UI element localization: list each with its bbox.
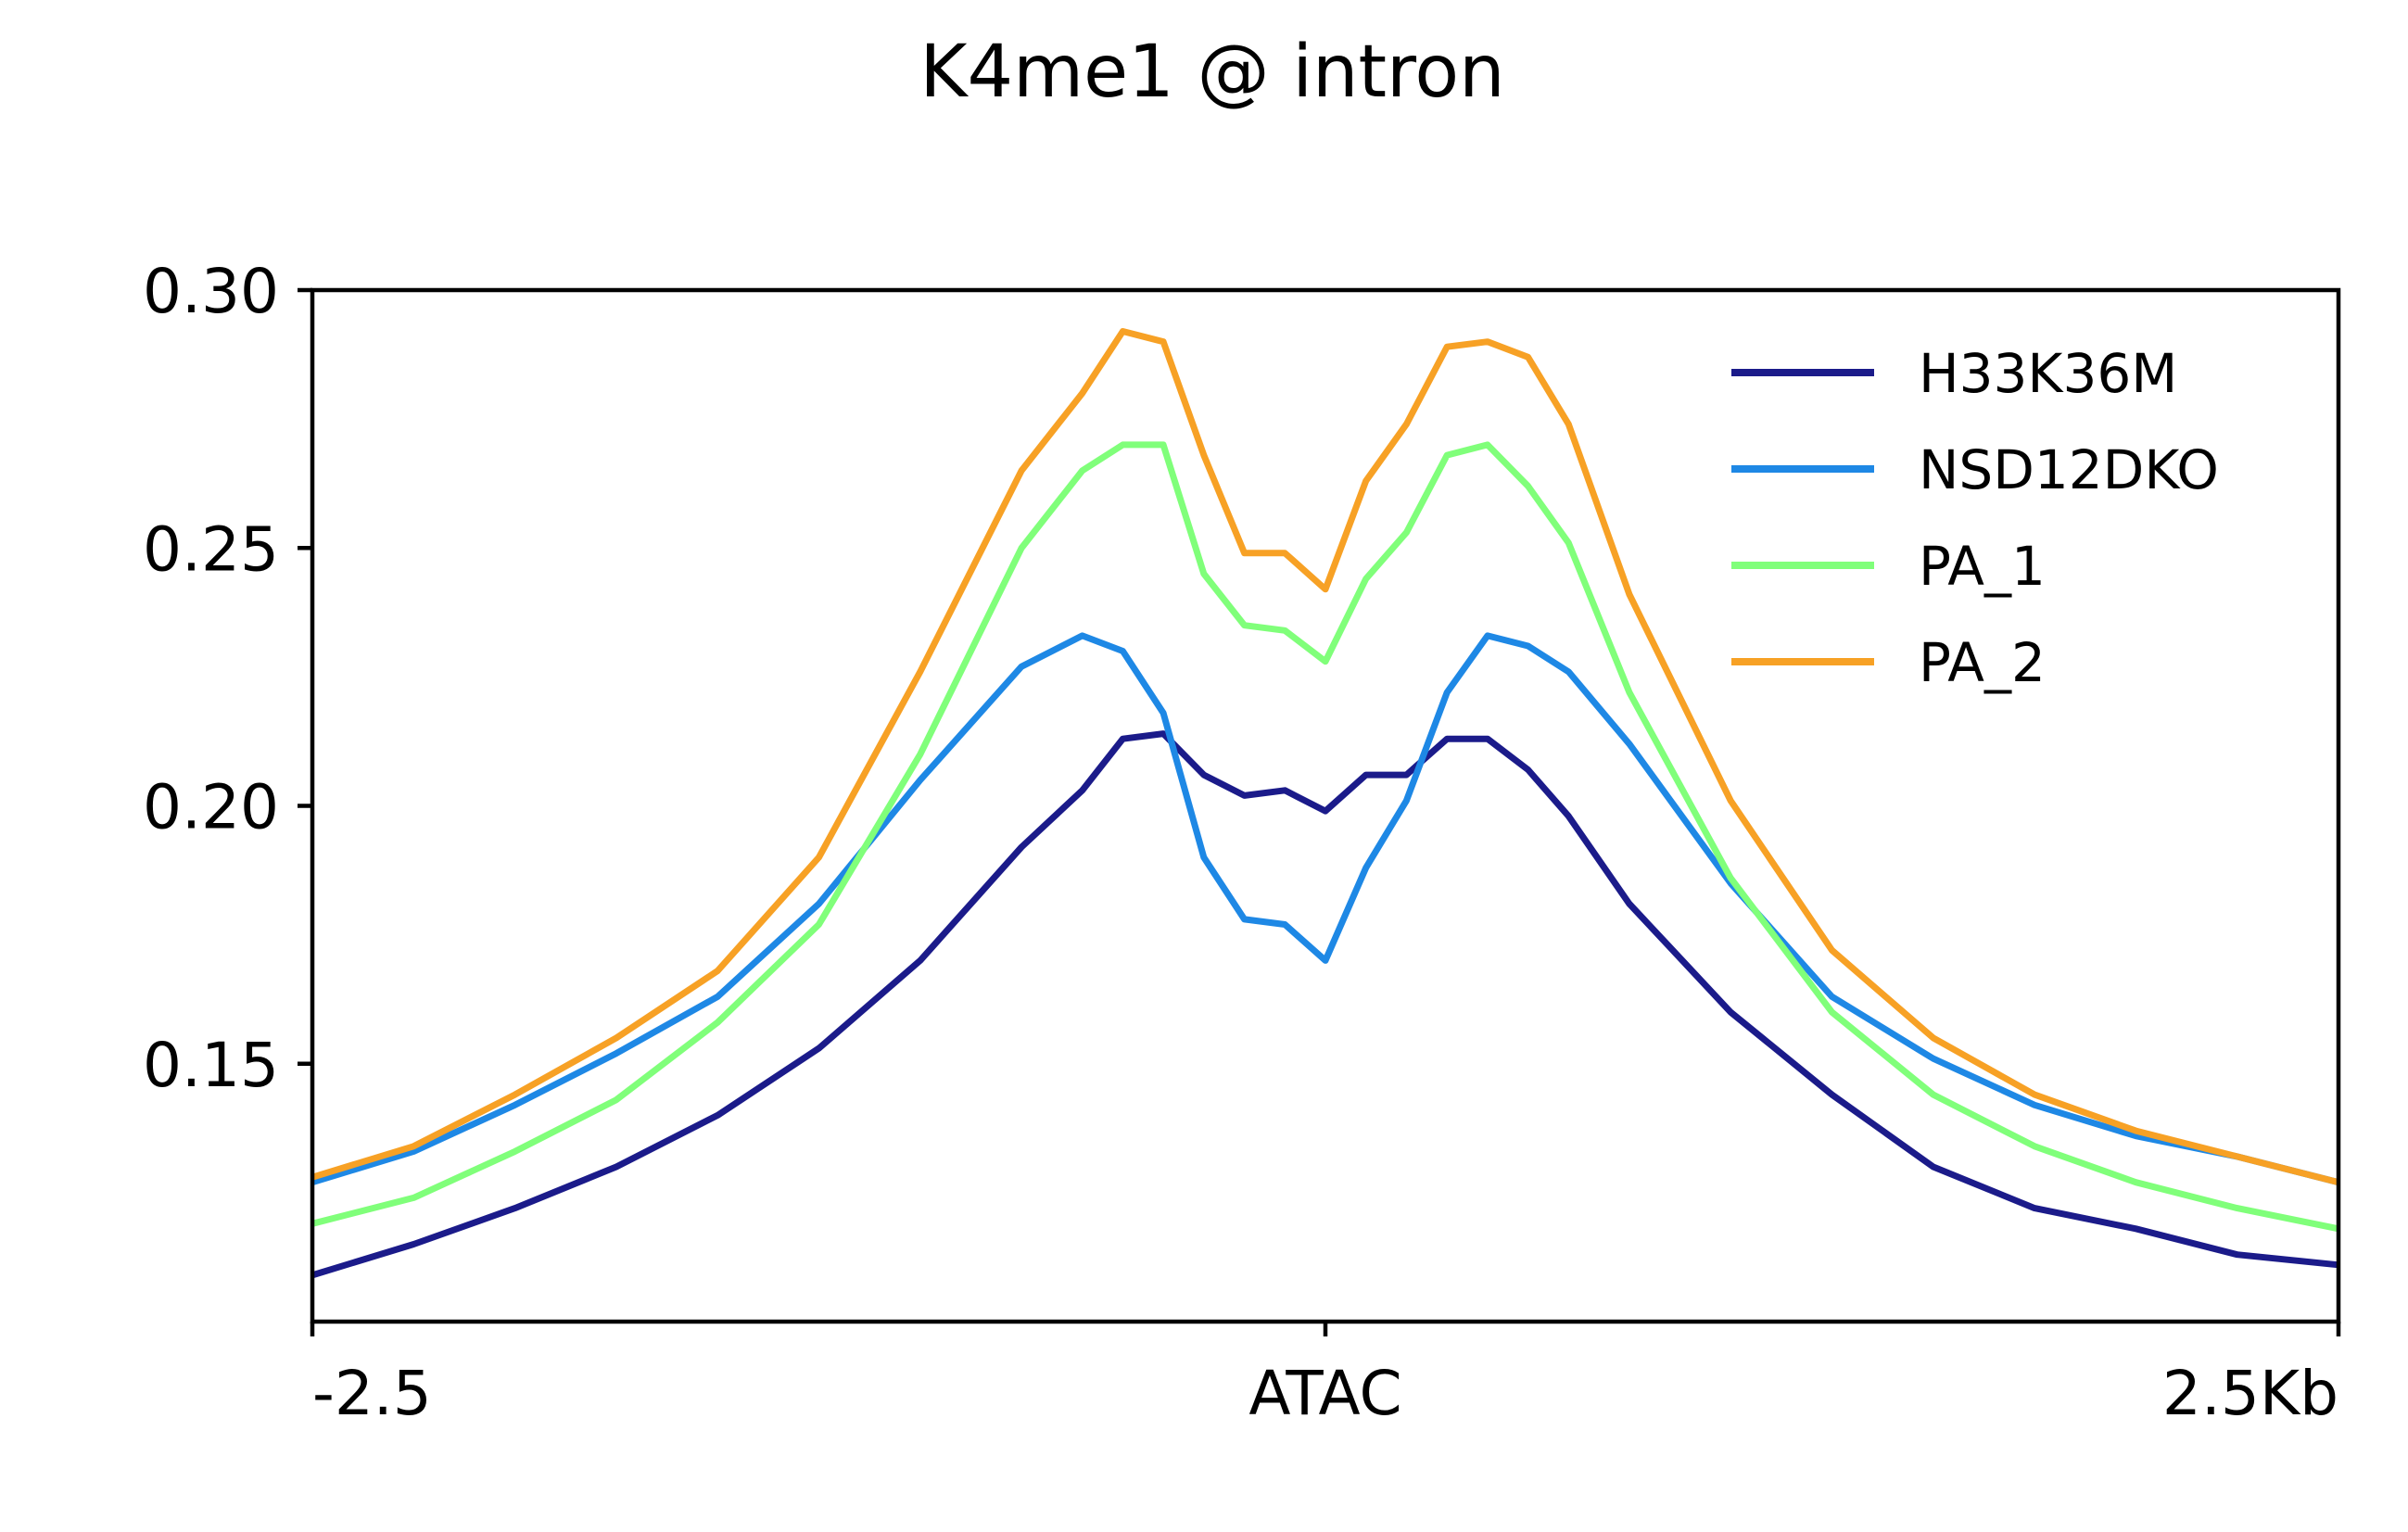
series-line-pa-1 (311, 441, 2339, 1233)
x-tick-label: 2.5Kb (2162, 1358, 2338, 1429)
series-line-pa-2 (311, 328, 2339, 1186)
x-tick-label: ATAC (1248, 1358, 1401, 1429)
y-axis: 0.15 0.20 0.25 0.30 (143, 256, 312, 1101)
chart-title: K4me1 @ intron (919, 31, 1504, 114)
plot-area (311, 328, 2339, 1279)
series-line-h33k36m (311, 730, 2339, 1279)
legend-label-nsd12dko: NSD12DKO (1919, 438, 2219, 501)
legend-label-pa-2: PA_2 (1919, 631, 2046, 694)
legend-label-h33k36m: H33K36M (1919, 342, 2177, 405)
legend: H33K36M NSD12DKO PA_1 PA_2 (1731, 342, 2219, 694)
y-tick-label: 0.30 (143, 256, 279, 327)
x-axis: -2.5 ATAC 2.5Kb (310, 1322, 2341, 1429)
x-tick-label: -2.5 (312, 1358, 432, 1429)
y-tick-label: 0.15 (143, 1030, 279, 1101)
y-tick-label: 0.25 (143, 513, 279, 585)
series-line-nsd12dko (311, 632, 2339, 1186)
legend-label-pa-1: PA_1 (1919, 535, 2046, 598)
y-tick-label: 0.20 (143, 772, 279, 843)
